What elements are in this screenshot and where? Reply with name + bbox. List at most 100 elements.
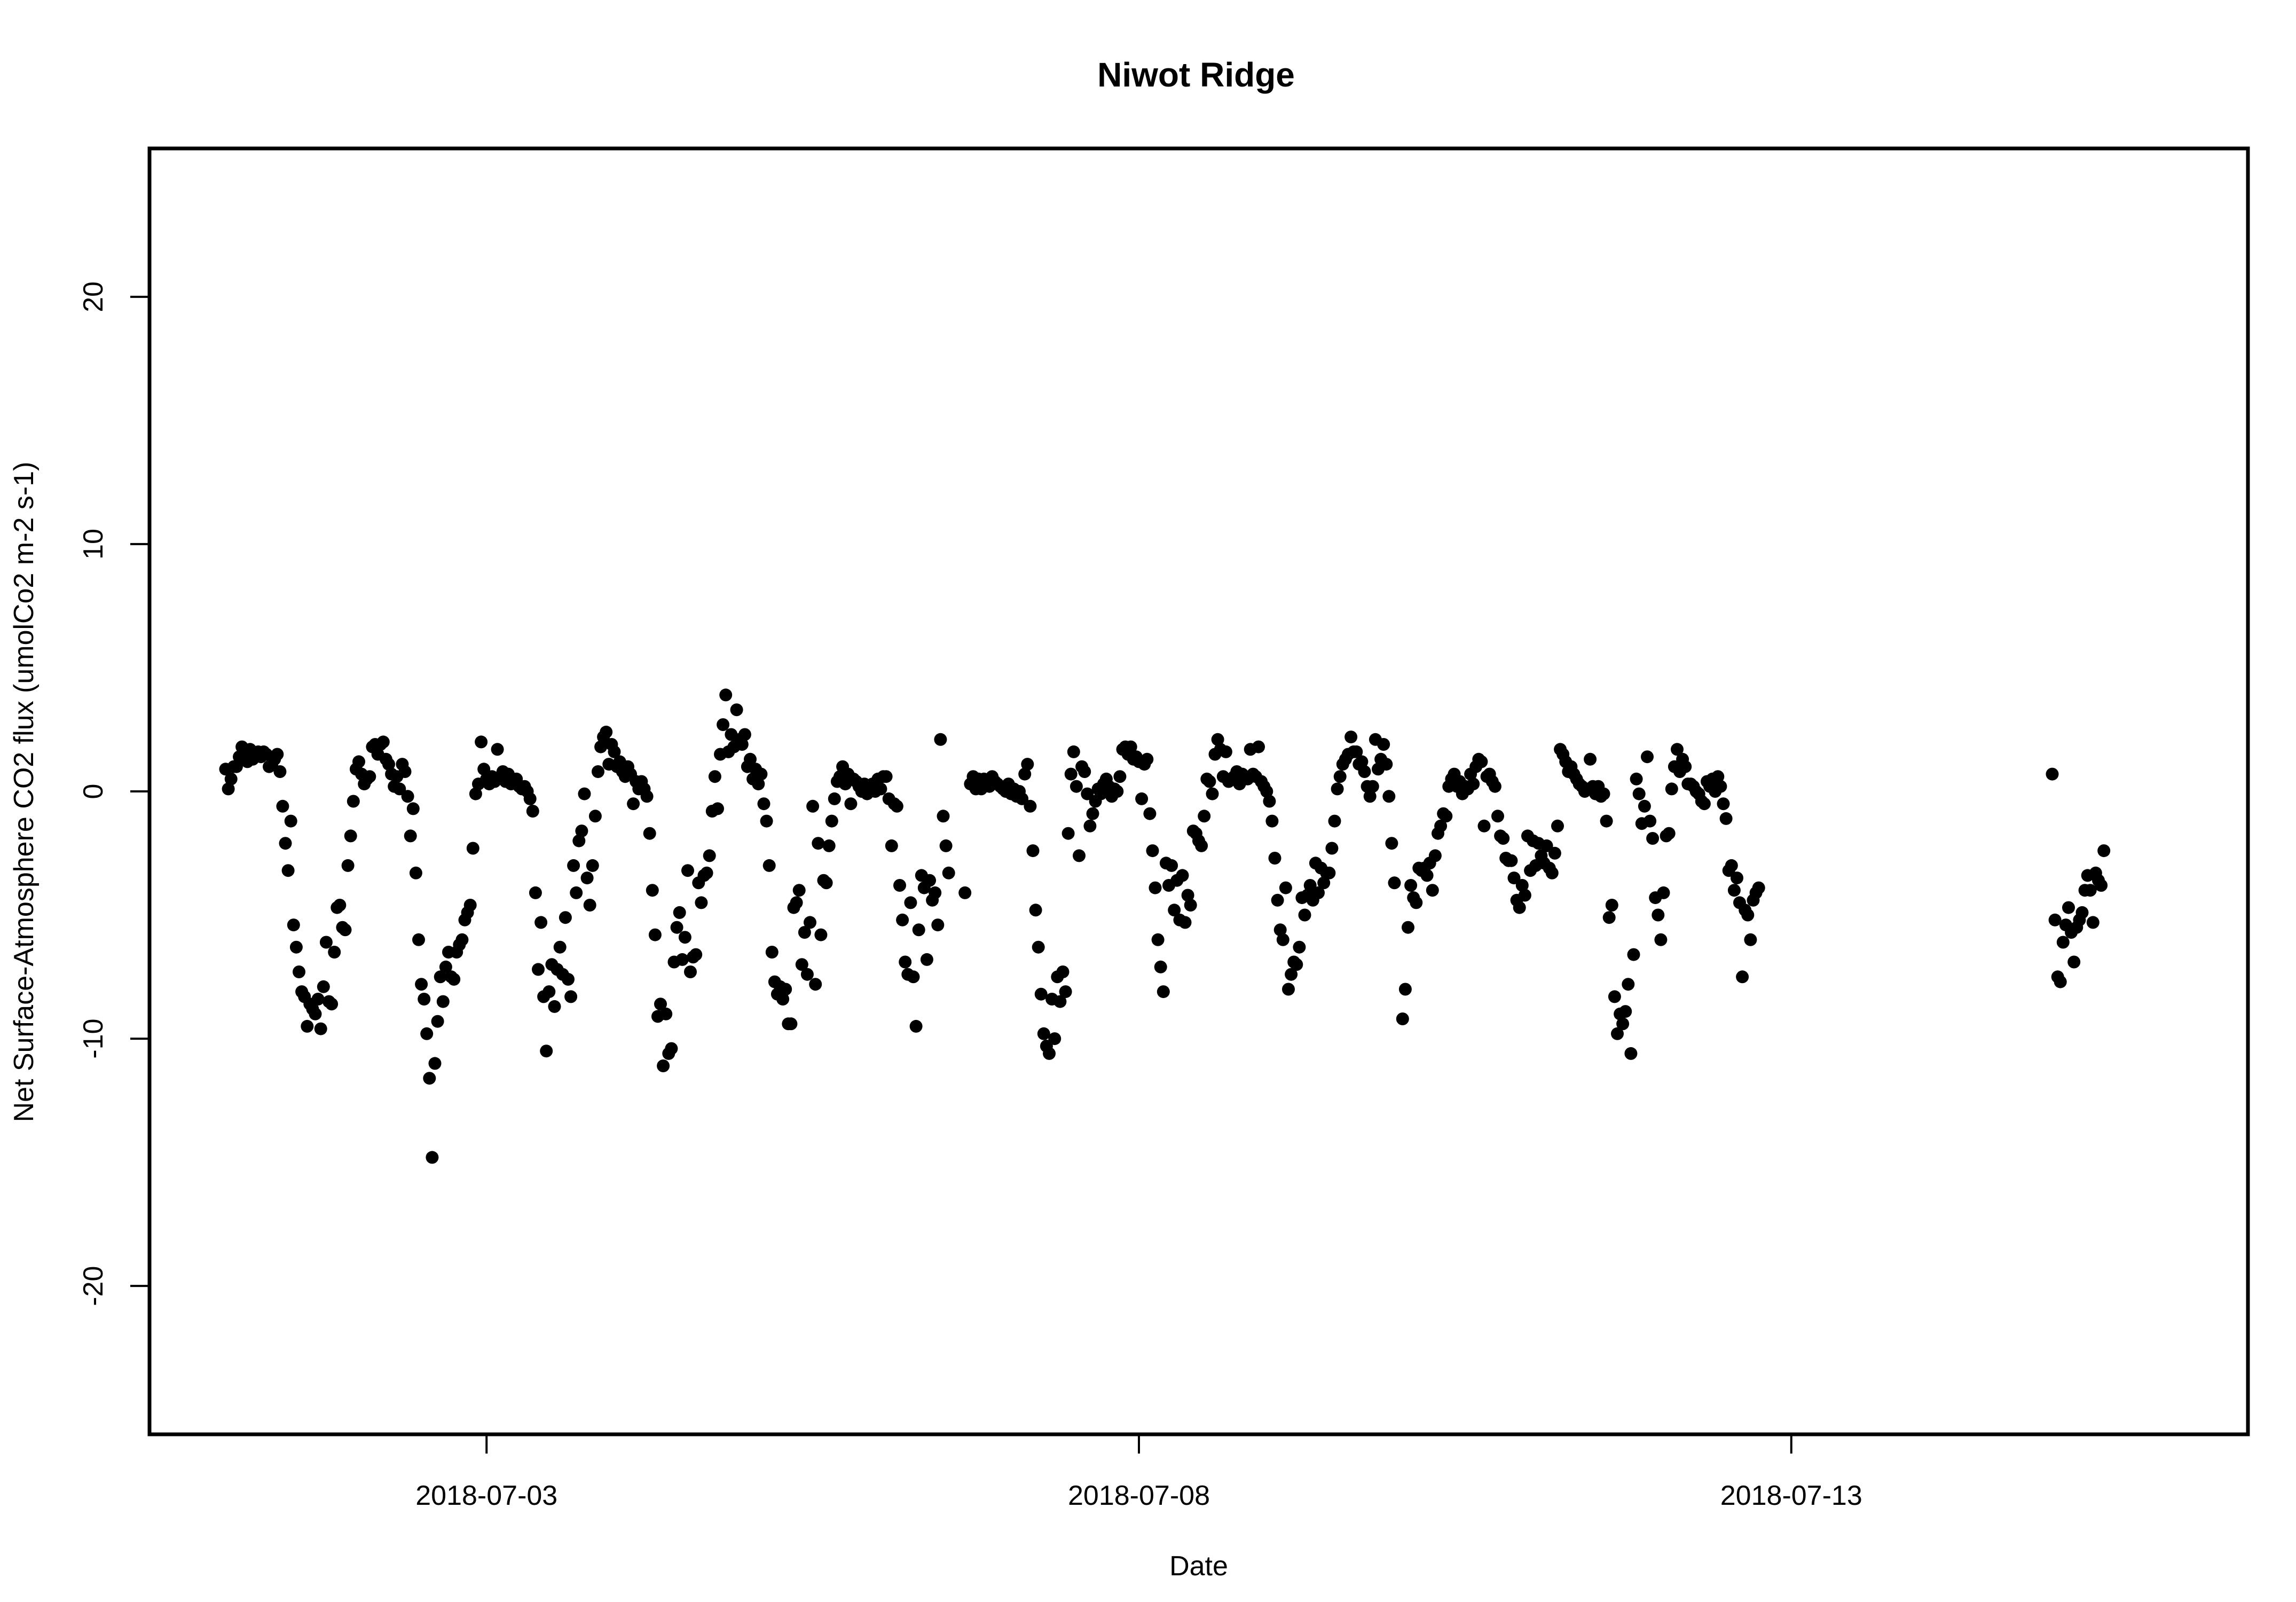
x-tick-label: 2018-07-13	[1720, 1480, 1862, 1511]
data-point	[2075, 906, 2089, 919]
data-point	[798, 926, 811, 939]
data-point	[804, 916, 816, 929]
data-point	[426, 1151, 439, 1164]
data-point	[1597, 787, 1610, 800]
data-point	[1611, 1027, 1624, 1040]
data-point	[1619, 1005, 1632, 1018]
data-point	[1273, 923, 1287, 937]
x-axis: 2018-07-03 2018-07-08 2018-07-13	[415, 1434, 1862, 1511]
data-point	[923, 874, 936, 887]
data-point	[776, 993, 790, 1006]
data-point	[665, 1042, 678, 1055]
data-point	[1176, 869, 1189, 882]
data-point	[1252, 740, 1265, 753]
data-point	[654, 998, 667, 1011]
data-point	[1293, 940, 1306, 954]
data-point	[1440, 810, 1453, 823]
data-point	[1545, 866, 1559, 879]
data-point	[287, 918, 300, 932]
data-point	[578, 787, 591, 800]
data-point	[412, 933, 425, 946]
data-point	[1016, 792, 1029, 805]
data-point	[1717, 797, 1730, 811]
data-point	[790, 896, 803, 909]
data-point	[1206, 787, 1219, 800]
data-point	[1731, 871, 1743, 885]
data-point	[230, 760, 243, 773]
chart-title: Niwot Ridge	[1097, 56, 1295, 94]
data-point	[529, 886, 542, 899]
data-point	[1551, 819, 1564, 833]
data-point	[958, 886, 972, 899]
data-point	[1018, 767, 1032, 781]
data-point	[2062, 901, 2075, 914]
data-point	[1654, 933, 1668, 946]
data-point	[439, 960, 452, 973]
data-point	[608, 745, 621, 758]
data-point	[1377, 738, 1390, 751]
data-point	[1083, 819, 1097, 833]
data-point	[284, 814, 297, 828]
y-axis: 20 10 0 -10 -20	[78, 281, 150, 1306]
data-point	[1298, 908, 1311, 922]
data-point	[553, 940, 567, 954]
data-points	[219, 688, 2111, 1164]
data-point	[934, 733, 947, 746]
data-point	[1078, 765, 1091, 778]
x-tick-label: 2018-07-03	[415, 1480, 557, 1511]
data-point	[1355, 755, 1369, 768]
data-point	[1029, 904, 1042, 917]
data-point	[1350, 745, 1363, 758]
data-point	[1034, 987, 1048, 1001]
data-point	[2056, 936, 2070, 949]
data-point	[1662, 827, 1676, 840]
data-point	[1064, 767, 1078, 781]
data-point	[1744, 933, 1757, 946]
data-point	[1736, 970, 1749, 984]
data-point	[2048, 913, 2062, 926]
data-point	[523, 792, 537, 805]
data-point	[1070, 780, 1083, 793]
data-point	[1268, 852, 1281, 865]
data-point	[447, 972, 461, 986]
data-point	[1497, 832, 1510, 845]
data-point	[600, 725, 613, 739]
data-point	[1641, 750, 1654, 764]
data-point	[1382, 790, 1396, 803]
data-point	[784, 1017, 798, 1031]
data-point	[1198, 810, 1211, 823]
data-point	[700, 866, 713, 879]
data-point	[1056, 965, 1070, 978]
data-point	[1178, 916, 1192, 929]
data-point	[393, 782, 406, 796]
data-point	[1467, 778, 1480, 791]
data-point	[1548, 846, 1561, 860]
data-point	[1398, 983, 1412, 996]
data-point	[1388, 876, 1401, 890]
data-point	[1711, 770, 1725, 783]
plot-frame	[147, 146, 2250, 1436]
data-point	[491, 743, 504, 756]
data-point	[1420, 869, 1434, 882]
data-point	[2095, 879, 2108, 892]
data-point	[406, 802, 420, 815]
data-point	[1344, 731, 1358, 744]
data-point	[1665, 782, 1678, 796]
data-point	[420, 1027, 434, 1040]
data-point	[344, 829, 357, 843]
data-point	[534, 916, 548, 929]
data-point	[317, 980, 330, 993]
data-point	[279, 837, 292, 850]
data-point	[224, 772, 238, 786]
data-point	[879, 770, 893, 783]
y-axis-label: Net Surface-Atmosphere CO2 flux (umolCo2…	[9, 462, 40, 1122]
data-point	[1428, 849, 1442, 862]
data-point	[684, 965, 697, 978]
data-point	[1312, 886, 1325, 899]
data-point	[328, 946, 341, 959]
data-point	[1434, 819, 1448, 833]
data-point	[885, 839, 898, 852]
data-point	[293, 965, 305, 978]
data-point	[281, 864, 295, 877]
